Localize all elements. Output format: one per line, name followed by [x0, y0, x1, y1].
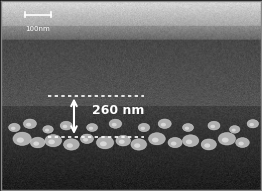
Circle shape [112, 123, 117, 126]
Circle shape [30, 137, 46, 148]
Circle shape [48, 139, 55, 144]
Circle shape [167, 137, 183, 148]
Circle shape [67, 143, 73, 148]
Circle shape [208, 121, 221, 130]
Circle shape [89, 127, 93, 130]
Text: 260 nm: 260 nm [92, 104, 144, 117]
Circle shape [23, 119, 36, 128]
Circle shape [100, 141, 107, 146]
Circle shape [33, 142, 39, 146]
Circle shape [201, 139, 216, 150]
Circle shape [45, 129, 49, 132]
Circle shape [247, 119, 259, 128]
Circle shape [13, 132, 31, 145]
Circle shape [45, 135, 62, 147]
Circle shape [96, 136, 114, 149]
Circle shape [109, 119, 122, 129]
Circle shape [152, 138, 159, 142]
Circle shape [161, 123, 166, 127]
Circle shape [149, 133, 165, 145]
Circle shape [168, 138, 182, 148]
Circle shape [130, 138, 147, 151]
Circle shape [217, 132, 236, 146]
Circle shape [60, 121, 73, 130]
Circle shape [218, 133, 236, 145]
Circle shape [200, 138, 217, 151]
Circle shape [64, 139, 79, 150]
Circle shape [80, 134, 94, 144]
Circle shape [182, 123, 194, 132]
Circle shape [208, 121, 220, 130]
Circle shape [238, 142, 244, 146]
Circle shape [148, 132, 166, 145]
Circle shape [119, 140, 125, 144]
Circle shape [115, 135, 131, 146]
Circle shape [249, 123, 254, 126]
Circle shape [158, 119, 171, 128]
Circle shape [9, 123, 20, 132]
Circle shape [63, 125, 67, 128]
Circle shape [204, 143, 210, 148]
Circle shape [134, 143, 140, 148]
Circle shape [80, 134, 94, 143]
Circle shape [43, 126, 53, 133]
Circle shape [247, 120, 259, 128]
Circle shape [236, 138, 249, 147]
Circle shape [171, 142, 177, 146]
Circle shape [23, 119, 37, 129]
Circle shape [83, 138, 88, 142]
Circle shape [96, 136, 114, 149]
Circle shape [182, 134, 199, 147]
Circle shape [11, 127, 15, 130]
Circle shape [12, 132, 32, 146]
Circle shape [60, 121, 72, 130]
Circle shape [235, 137, 250, 148]
Circle shape [229, 125, 241, 134]
Circle shape [109, 119, 122, 128]
Circle shape [131, 139, 146, 150]
Circle shape [186, 139, 192, 144]
Circle shape [138, 123, 150, 132]
Circle shape [210, 125, 215, 128]
Circle shape [183, 135, 199, 146]
Circle shape [222, 138, 229, 142]
Circle shape [232, 129, 236, 132]
Circle shape [17, 138, 24, 143]
Circle shape [230, 126, 240, 133]
Circle shape [63, 138, 80, 151]
Circle shape [42, 125, 54, 134]
Circle shape [183, 124, 193, 131]
Circle shape [44, 134, 62, 147]
Circle shape [138, 123, 150, 132]
Circle shape [26, 123, 31, 127]
Circle shape [86, 123, 98, 132]
Circle shape [157, 119, 172, 129]
Circle shape [30, 137, 45, 148]
Text: 100nm: 100nm [25, 26, 50, 32]
Circle shape [185, 127, 189, 130]
Circle shape [140, 127, 145, 130]
Circle shape [87, 124, 97, 131]
Circle shape [116, 135, 130, 146]
Circle shape [8, 123, 21, 132]
